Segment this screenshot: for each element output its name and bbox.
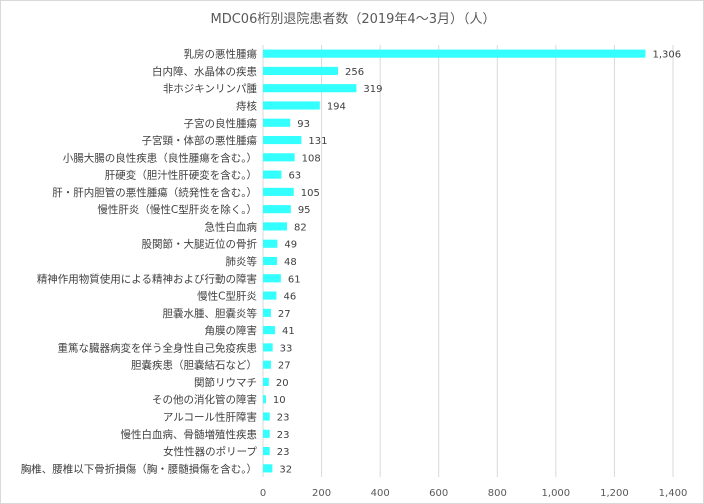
- category-label: 慢性肝炎（慢性C型肝炎を除く。）: [97, 203, 257, 216]
- bar: [263, 377, 269, 387]
- category-label: 胸椎、腰椎以下骨折損傷（胸・腰髄損傷を含む。）: [21, 462, 257, 475]
- data-label: 27: [278, 361, 291, 372]
- x-tick-label: 200: [312, 488, 331, 499]
- data-label: 61: [288, 274, 301, 285]
- bar: [263, 66, 338, 75]
- bar: [263, 118, 291, 127]
- category-label: 胆嚢水腫、胆嚢炎等: [163, 307, 258, 320]
- category-label: 小腸大腸の良性疾患（良性腫瘍を含む。）: [63, 151, 257, 164]
- data-label: 105: [301, 188, 320, 199]
- x-tick-label: 1,200: [600, 488, 629, 499]
- category-label: 精神作用物質使用による精神および行動の障害: [37, 272, 257, 285]
- bar: [263, 464, 273, 473]
- data-label: 33: [280, 343, 293, 354]
- category-label: 白内障、水晶体の疾患: [152, 65, 257, 78]
- data-label: 48: [284, 257, 297, 268]
- data-label: 95: [298, 205, 311, 216]
- data-label: 131: [308, 136, 327, 147]
- category-label: その他の消化管の障害: [152, 393, 257, 406]
- category-label: 痔核: [236, 99, 257, 112]
- bar: [263, 170, 282, 179]
- x-tick-label: 1,400: [659, 488, 688, 499]
- data-label: 256: [345, 67, 364, 78]
- category-label: 重篤な臓器病変を伴う全身性自己免疫疾患: [58, 341, 258, 354]
- category-label: 慢性C型肝炎: [197, 290, 257, 303]
- category-label: 慢性白血病、骨髄増殖性疾患: [121, 428, 258, 441]
- bars: [263, 49, 646, 473]
- bar: [263, 308, 271, 317]
- gridlines: [262, 45, 674, 477]
- category-label: 乳房の悪性腫瘍: [184, 48, 258, 61]
- bar: [263, 343, 273, 352]
- bar: [263, 187, 294, 196]
- bar: [263, 153, 295, 162]
- data-label: 23: [277, 413, 290, 424]
- bar: [263, 291, 277, 300]
- data-label: 93: [297, 119, 310, 130]
- x-tick-label: 600: [429, 488, 448, 499]
- category-label: 肝・肝内胆管の悪性腫瘍（続発性を含む。）: [52, 186, 257, 199]
- category-label: 角膜の障害: [205, 324, 258, 337]
- bar: [263, 222, 288, 231]
- bar: [263, 360, 271, 369]
- bar: [263, 395, 266, 404]
- x-tick-label: 1,000: [542, 488, 571, 499]
- category-label: 急性白血病: [205, 220, 258, 233]
- category-label: 肝硬変（胆汁性肝硬変を含む。）: [105, 169, 257, 182]
- x-tick-label: 0: [260, 488, 266, 499]
- data-label: 27: [278, 309, 291, 320]
- x-tick-label: 400: [371, 488, 390, 499]
- category-label: 股関節・大腿近位の骨折: [142, 238, 258, 251]
- bar: [263, 274, 281, 283]
- category-label: 肺炎等: [226, 255, 258, 268]
- data-label: 108: [302, 153, 321, 164]
- data-label: 63: [288, 171, 301, 182]
- bar: [263, 239, 278, 248]
- category-label: 非ホジキンリンパ腫: [163, 82, 258, 95]
- category-label: 子宮の良性腫瘍: [184, 117, 258, 130]
- bar: [263, 84, 357, 93]
- category-label: 女性性器のポリープ: [163, 445, 257, 458]
- data-label: 20: [276, 378, 289, 389]
- data-label: 41: [282, 326, 295, 337]
- category-label: アルコール性肝障害: [163, 411, 257, 424]
- bar: [263, 412, 270, 421]
- data-label: 49: [284, 240, 297, 251]
- data-label: 319: [363, 84, 382, 95]
- bar: [263, 205, 291, 214]
- data-label: 194: [327, 101, 346, 112]
- data-label: 32: [279, 464, 292, 475]
- category-label: 胆嚢疾患（胆嚢結石など）: [131, 359, 257, 372]
- bar: [263, 135, 302, 145]
- x-axis-tick-labels: 0 200 400 600 800 1,000 1,200 1,400: [260, 488, 688, 499]
- bar: [263, 49, 646, 58]
- bar: [263, 447, 270, 456]
- category-labels: 乳房の悪性腫瘍白内障、水晶体の疾患非ホジキンリンパ腫痔核子宮の良性腫瘍子宮頸・体…: [21, 48, 258, 476]
- data-label: 10: [273, 395, 286, 406]
- data-label: 82: [294, 222, 307, 233]
- data-label: 23: [277, 447, 290, 458]
- category-label: 関節リウマチ: [194, 376, 257, 389]
- bar: [263, 326, 276, 335]
- bar: [263, 429, 270, 438]
- category-label: 子宮頸・体部の悪性腫瘍: [142, 134, 258, 147]
- x-tick-label: 800: [488, 488, 507, 499]
- chart-title: MDC06桁別退院患者数（2019年4～3月）（人）: [211, 12, 496, 27]
- data-label: 23: [277, 430, 290, 441]
- data-label: 1,306: [652, 50, 681, 61]
- bar: [263, 101, 320, 110]
- bar: [263, 256, 278, 266]
- data-label: 46: [283, 292, 296, 303]
